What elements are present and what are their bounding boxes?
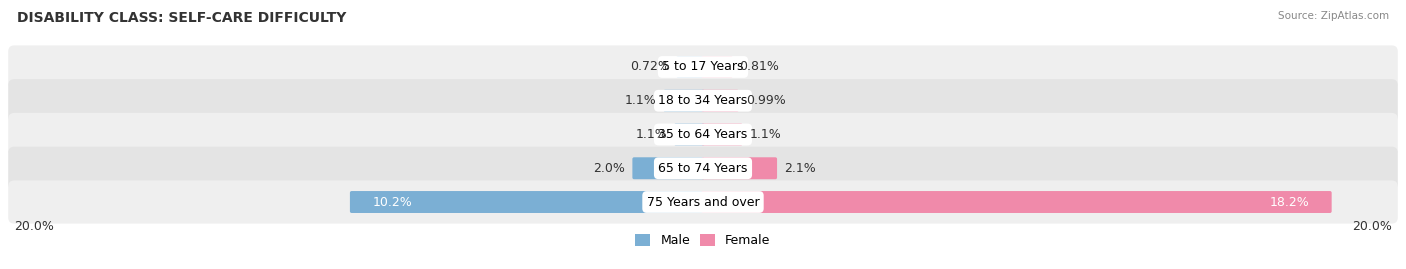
FancyBboxPatch shape — [8, 45, 1398, 89]
FancyBboxPatch shape — [702, 56, 733, 78]
FancyBboxPatch shape — [8, 79, 1398, 122]
Text: 18 to 34 Years: 18 to 34 Years — [658, 94, 748, 107]
FancyBboxPatch shape — [350, 191, 704, 213]
Text: 75 Years and over: 75 Years and over — [647, 196, 759, 208]
Text: 10.2%: 10.2% — [373, 196, 412, 208]
Text: 35 to 64 Years: 35 to 64 Years — [658, 128, 748, 141]
Text: 18.2%: 18.2% — [1270, 196, 1309, 208]
FancyBboxPatch shape — [702, 191, 1331, 213]
Text: 0.81%: 0.81% — [740, 61, 779, 73]
Text: 0.99%: 0.99% — [745, 94, 786, 107]
FancyBboxPatch shape — [702, 157, 778, 179]
FancyBboxPatch shape — [676, 56, 704, 78]
Text: 1.1%: 1.1% — [624, 94, 657, 107]
FancyBboxPatch shape — [702, 90, 738, 112]
Text: 0.72%: 0.72% — [630, 61, 669, 73]
Text: 20.0%: 20.0% — [1353, 220, 1392, 233]
FancyBboxPatch shape — [702, 123, 742, 146]
Text: 2.0%: 2.0% — [593, 162, 626, 175]
Text: 1.1%: 1.1% — [749, 128, 782, 141]
Text: 65 to 74 Years: 65 to 74 Years — [658, 162, 748, 175]
Text: 2.1%: 2.1% — [785, 162, 815, 175]
Legend: Male, Female: Male, Female — [630, 229, 776, 252]
Text: Source: ZipAtlas.com: Source: ZipAtlas.com — [1278, 11, 1389, 21]
FancyBboxPatch shape — [8, 113, 1398, 156]
FancyBboxPatch shape — [8, 147, 1398, 190]
FancyBboxPatch shape — [633, 157, 704, 179]
Text: 5 to 17 Years: 5 to 17 Years — [662, 61, 744, 73]
Text: 20.0%: 20.0% — [14, 220, 53, 233]
FancyBboxPatch shape — [673, 123, 704, 146]
FancyBboxPatch shape — [8, 180, 1398, 224]
Text: 1.1%: 1.1% — [636, 128, 668, 141]
Text: DISABILITY CLASS: SELF-CARE DIFFICULTY: DISABILITY CLASS: SELF-CARE DIFFICULTY — [17, 11, 346, 25]
FancyBboxPatch shape — [664, 90, 704, 112]
